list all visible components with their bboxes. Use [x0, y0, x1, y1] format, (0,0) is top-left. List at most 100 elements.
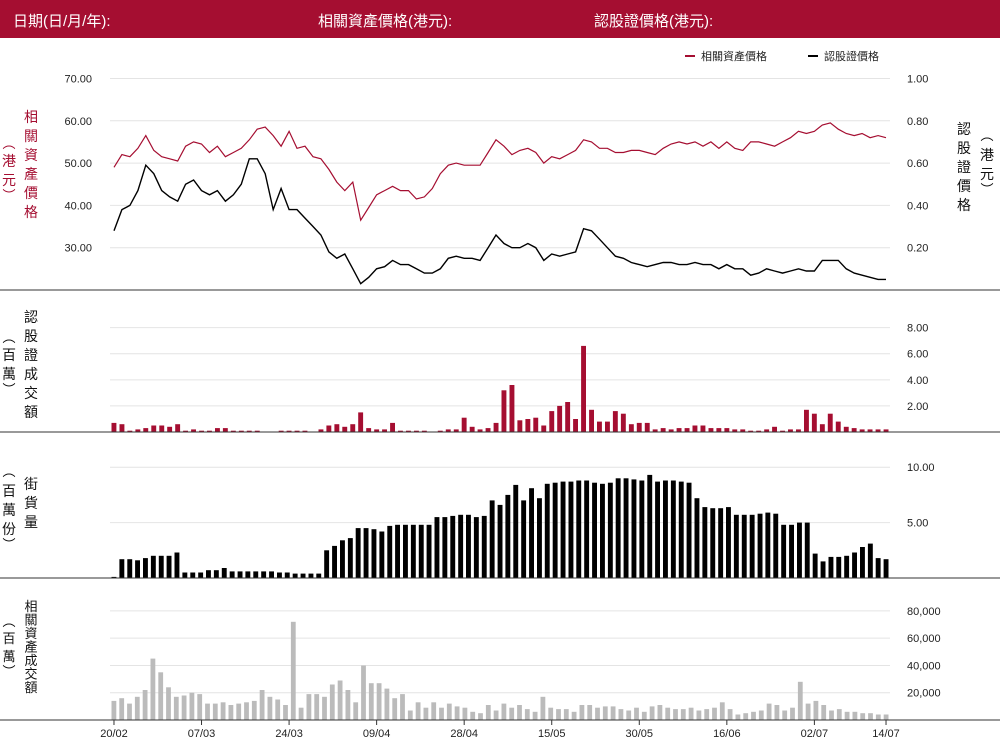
x-tick-label: 24/03	[275, 728, 303, 740]
warrant-turnover-bar	[581, 345, 586, 432]
ylabel-char: ︶	[2, 382, 15, 397]
ylabel-char: 股	[957, 140, 971, 156]
warrant-turnover-bar	[827, 413, 833, 432]
x-axis: 20/02 07/03 24/03 09/04 28/04 15/05 30/05 16/06…	[100, 720, 900, 740]
asset-turnover-bar	[329, 684, 335, 720]
outstanding-bar	[860, 547, 865, 578]
asset-turnover-bar	[290, 621, 296, 720]
outstanding-bar	[820, 561, 826, 578]
asset-turnover-bar	[407, 710, 413, 720]
warrant-turnover-bar	[390, 422, 395, 432]
ylabel-char: ︶	[2, 664, 15, 679]
asset-turnover-bar	[400, 694, 405, 720]
warrant-turnover-bar	[167, 426, 173, 432]
outstanding-bar	[615, 478, 621, 578]
warrant-turnover-bar	[254, 430, 260, 432]
warrant-turnover-bar	[286, 430, 292, 432]
outstanding-bar	[300, 573, 306, 578]
outstanding-bar	[875, 558, 881, 578]
warrant-turnover-bar	[509, 385, 515, 432]
ylabel-char: 相	[24, 109, 38, 125]
right-tick-label: 2.00	[907, 401, 928, 413]
warrant-turnover-bar	[708, 428, 714, 432]
asset-turnover-bar	[478, 713, 483, 720]
asset-turnover-bar	[353, 702, 359, 720]
outstanding-bar	[694, 498, 700, 578]
asset-turnover-bar	[595, 707, 600, 720]
warrant-turnover-bar	[684, 428, 690, 432]
legend: 相關資產價格 認股證價格	[685, 49, 879, 63]
asset-turnover-bar	[735, 714, 741, 720]
outstanding-bar	[379, 531, 385, 578]
outstanding-bar	[371, 529, 377, 578]
outstanding-bar	[789, 524, 794, 578]
asset-turnover-bar	[493, 710, 499, 720]
warrant-turnover-bar	[883, 429, 889, 432]
asset-turnover-bar	[431, 702, 437, 720]
asset-turnover-bar	[532, 711, 538, 720]
warrant-turnover-bar	[811, 413, 817, 432]
ylabel-char: 產	[24, 166, 38, 182]
ylabel-char: 元	[980, 166, 994, 182]
outstanding-bar	[253, 571, 259, 578]
asset-turnover-bar	[649, 706, 655, 720]
outstanding-bar	[410, 524, 416, 578]
warrant-turnover-bar	[111, 422, 117, 432]
right-axis-label: 認股證價格 ︵ 港元︶	[957, 121, 994, 213]
asset-turnover-bar	[470, 711, 476, 720]
warrant-turnover-bar	[334, 424, 340, 432]
ylabel-char: 關	[24, 128, 38, 144]
right-tick-label: 0.80	[907, 116, 928, 128]
asset-turnover-bar	[384, 688, 390, 720]
asset-turnover-bar	[251, 700, 257, 720]
warrant-turnover-bar	[589, 409, 594, 432]
warrant-turnover-bar	[406, 430, 411, 432]
warrant-price-label: 認股證價格(港元):	[594, 13, 714, 30]
warrant-turnover-bar	[700, 425, 706, 432]
outstanding-bar	[733, 514, 739, 578]
warrant-turnover-bar	[175, 424, 181, 432]
outstanding-bar	[797, 522, 802, 578]
asset-turnover-bar	[766, 703, 772, 720]
asset-turnover-bar	[212, 703, 218, 720]
ylabel-char: 關	[24, 613, 37, 628]
ylabel-char: ︵	[2, 330, 15, 345]
warrant-turnover-bar	[135, 429, 141, 432]
outstanding-bar	[568, 481, 574, 578]
right-tick-label: 4.00	[907, 375, 928, 387]
outstanding-bar	[245, 571, 251, 578]
asset-turnover-bar	[345, 690, 351, 720]
asset-turnover-bar	[127, 703, 132, 720]
ylabel-char: 百	[2, 483, 16, 499]
warrant-turnover-bar	[461, 417, 467, 432]
right-tick-label: 0.40	[907, 200, 928, 212]
asset-turnover-bar	[852, 711, 858, 720]
warrant-turnover-bar	[628, 424, 634, 432]
x-tick-label: 07/03	[188, 728, 216, 740]
outstanding-bar	[237, 571, 243, 578]
ylabel-char: 資	[24, 626, 37, 641]
warrant-turnover-bar	[819, 424, 825, 432]
asset-turnover-bar	[626, 710, 632, 720]
ylabel-char: ︶	[2, 537, 15, 552]
asset-turnover-bar	[306, 694, 312, 720]
warrant-turnover-bar	[366, 428, 372, 432]
left-tick-label: 30.00	[64, 243, 92, 255]
ylabel-char: 價	[957, 178, 971, 194]
asset-turnover-bar	[197, 694, 203, 720]
outstanding-bar	[206, 570, 211, 578]
outstanding-bar	[332, 545, 337, 578]
left-tick-label: 60.00	[64, 116, 92, 128]
ylabel-char: 萬	[2, 649, 15, 664]
warrant-turnover-bar	[127, 430, 133, 432]
ylabel-char: 萬	[2, 502, 16, 518]
warrant-turnover-bar	[636, 422, 642, 432]
ylabel-char: 交	[24, 667, 37, 682]
asset-turnover-bar	[548, 707, 554, 720]
warrant-turnover-bar	[644, 422, 650, 432]
warrant-turnover-bar	[215, 428, 220, 432]
asset-turnover-bar	[517, 705, 522, 720]
asset-turnover-bar	[634, 707, 639, 720]
outstanding-bar	[135, 560, 140, 578]
outstanding-bar	[655, 481, 660, 578]
